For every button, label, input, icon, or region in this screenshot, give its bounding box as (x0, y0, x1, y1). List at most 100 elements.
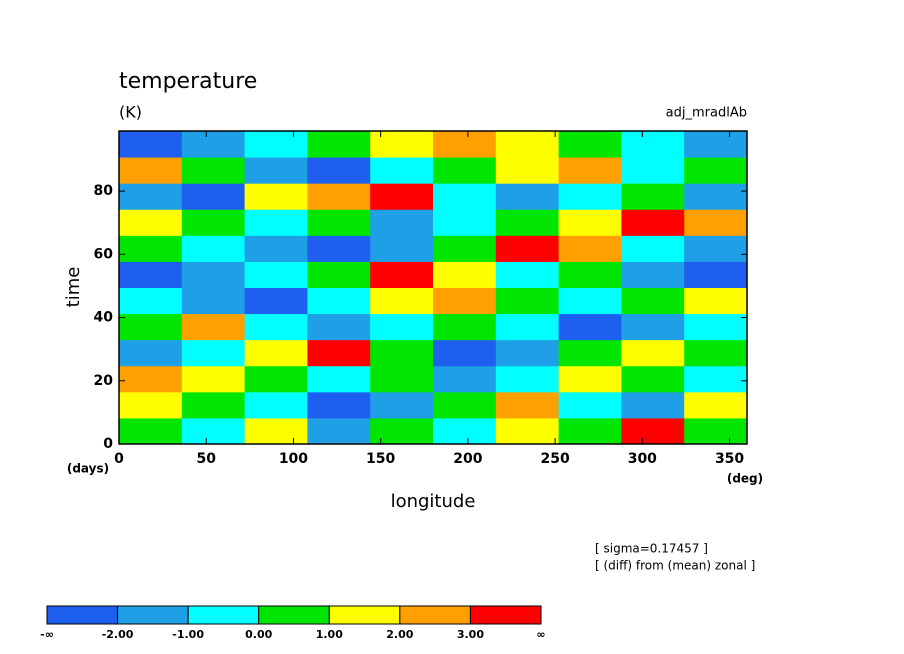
heatmap-cell (558, 339, 622, 367)
heatmap-cell (495, 261, 560, 288)
heatmap-cell (558, 391, 622, 419)
heatmap-cell (558, 157, 622, 184)
heatmap-cell (621, 287, 685, 315)
heatmap-cell (244, 313, 308, 341)
heatmap-cell (370, 157, 434, 184)
y-tick-label: 80 (94, 183, 114, 199)
x-tick-label: 300 (628, 451, 657, 467)
colorbar-label: -∞ (40, 628, 54, 641)
y-tick-label: 0 (103, 436, 113, 452)
heatmap-cell (244, 287, 308, 315)
x-tick-label: 0 (114, 451, 124, 467)
heatmap-cell (181, 391, 246, 419)
x-tick-label: 100 (279, 451, 308, 467)
heatmap-cell (684, 235, 748, 262)
heatmap-cell (433, 209, 497, 236)
heatmap-cell (433, 287, 497, 315)
heatmap-cell (433, 365, 497, 393)
heatmap-cell (307, 183, 371, 210)
heatmap-cell (495, 391, 560, 419)
x-axis-label: longitude (391, 491, 476, 512)
heatmap-cell (181, 235, 246, 262)
colorbar-swatch (117, 605, 189, 625)
heatmap-cell (119, 209, 183, 236)
heatmap-cell (433, 313, 497, 341)
heatmap-cell (181, 209, 246, 236)
heatmap-cell (495, 183, 560, 210)
colorbar-label: -1.00 (172, 628, 204, 641)
heatmap-cell (370, 313, 434, 341)
heatmap-cell (370, 183, 434, 210)
heatmap-cell (307, 313, 371, 341)
subtitle: (K) (119, 103, 142, 122)
heatmap-cell (181, 313, 246, 341)
heatmap-cell (370, 209, 434, 236)
heatmap-cell (370, 417, 434, 445)
heatmap-cell (684, 261, 748, 288)
heatmap-cell (495, 365, 560, 393)
colorbar-label: 1.00 (316, 628, 343, 641)
heatmap-cell (495, 157, 560, 184)
heatmap-cell (558, 183, 622, 210)
heatmap-cell (119, 131, 183, 158)
heatmap-cell (433, 339, 497, 367)
heatmap-cell (684, 313, 748, 341)
heatmap-cell (558, 235, 622, 262)
heatmap-cell (433, 261, 497, 288)
heatmap-cell (495, 313, 560, 341)
heatmap-cell (370, 131, 434, 158)
heatmap-cell (119, 417, 183, 445)
heatmap-cell (495, 339, 560, 367)
heatmap-cell (684, 157, 748, 184)
heatmap-cell (181, 157, 246, 184)
heatmap-cell (370, 339, 434, 367)
colorbar-swatch (469, 605, 542, 625)
heatmap-cell (621, 391, 685, 419)
note: [ (diff) from (mean) zonal ] (595, 559, 755, 573)
heatmap-cell (495, 131, 560, 158)
x-tick-label: 350 (715, 451, 744, 467)
chart-title: temperature (119, 69, 257, 94)
heatmap-cell (621, 339, 685, 367)
heatmap-cell (370, 365, 434, 393)
heatmap-cell (684, 417, 748, 445)
heatmap-cell (307, 235, 371, 262)
heatmap-cell (495, 287, 560, 315)
heatmap-cell (119, 157, 183, 184)
heatmap-cell (307, 209, 371, 236)
y-tick-label: 60 (94, 246, 114, 262)
heatmap-cell (244, 417, 308, 445)
heatmap-cell (244, 365, 308, 393)
heatmap-cell (307, 391, 371, 419)
heatmap-cell (370, 287, 434, 315)
colorbar-swatch (328, 605, 401, 625)
heatmap-cell (244, 183, 308, 210)
heatmap-cell (119, 313, 183, 341)
heatmap-cell (181, 417, 246, 445)
heatmap-cell (684, 365, 748, 393)
y-tick-label: 40 (94, 310, 114, 326)
heatmap-cell (244, 391, 308, 419)
heatmap-cell (621, 261, 685, 288)
heatmap-cell (684, 339, 748, 367)
heatmap-cell (181, 287, 246, 315)
heatmap-cell (495, 209, 560, 236)
heatmap-cell (684, 131, 748, 158)
heatmap-cell (495, 235, 560, 262)
heatmap-cell (181, 339, 246, 367)
heatmap-cell (370, 235, 434, 262)
heatmap-cell (433, 391, 497, 419)
heatmap-cell (495, 417, 560, 445)
y-tick-label: 20 (94, 373, 114, 389)
colorbar-label: 0.00 (245, 628, 272, 641)
colorbar-label: 3.00 (457, 628, 484, 641)
heatmap-cell (433, 417, 497, 445)
heatmap-cell (621, 157, 685, 184)
heatmap-cell (244, 261, 308, 288)
heatmap-cell (307, 131, 371, 158)
heatmap-cell (558, 131, 622, 158)
heatmap-cell (370, 261, 434, 288)
x-tick-label: 50 (196, 451, 216, 467)
heatmap-cell (307, 157, 371, 184)
heatmap-cell (181, 261, 246, 288)
